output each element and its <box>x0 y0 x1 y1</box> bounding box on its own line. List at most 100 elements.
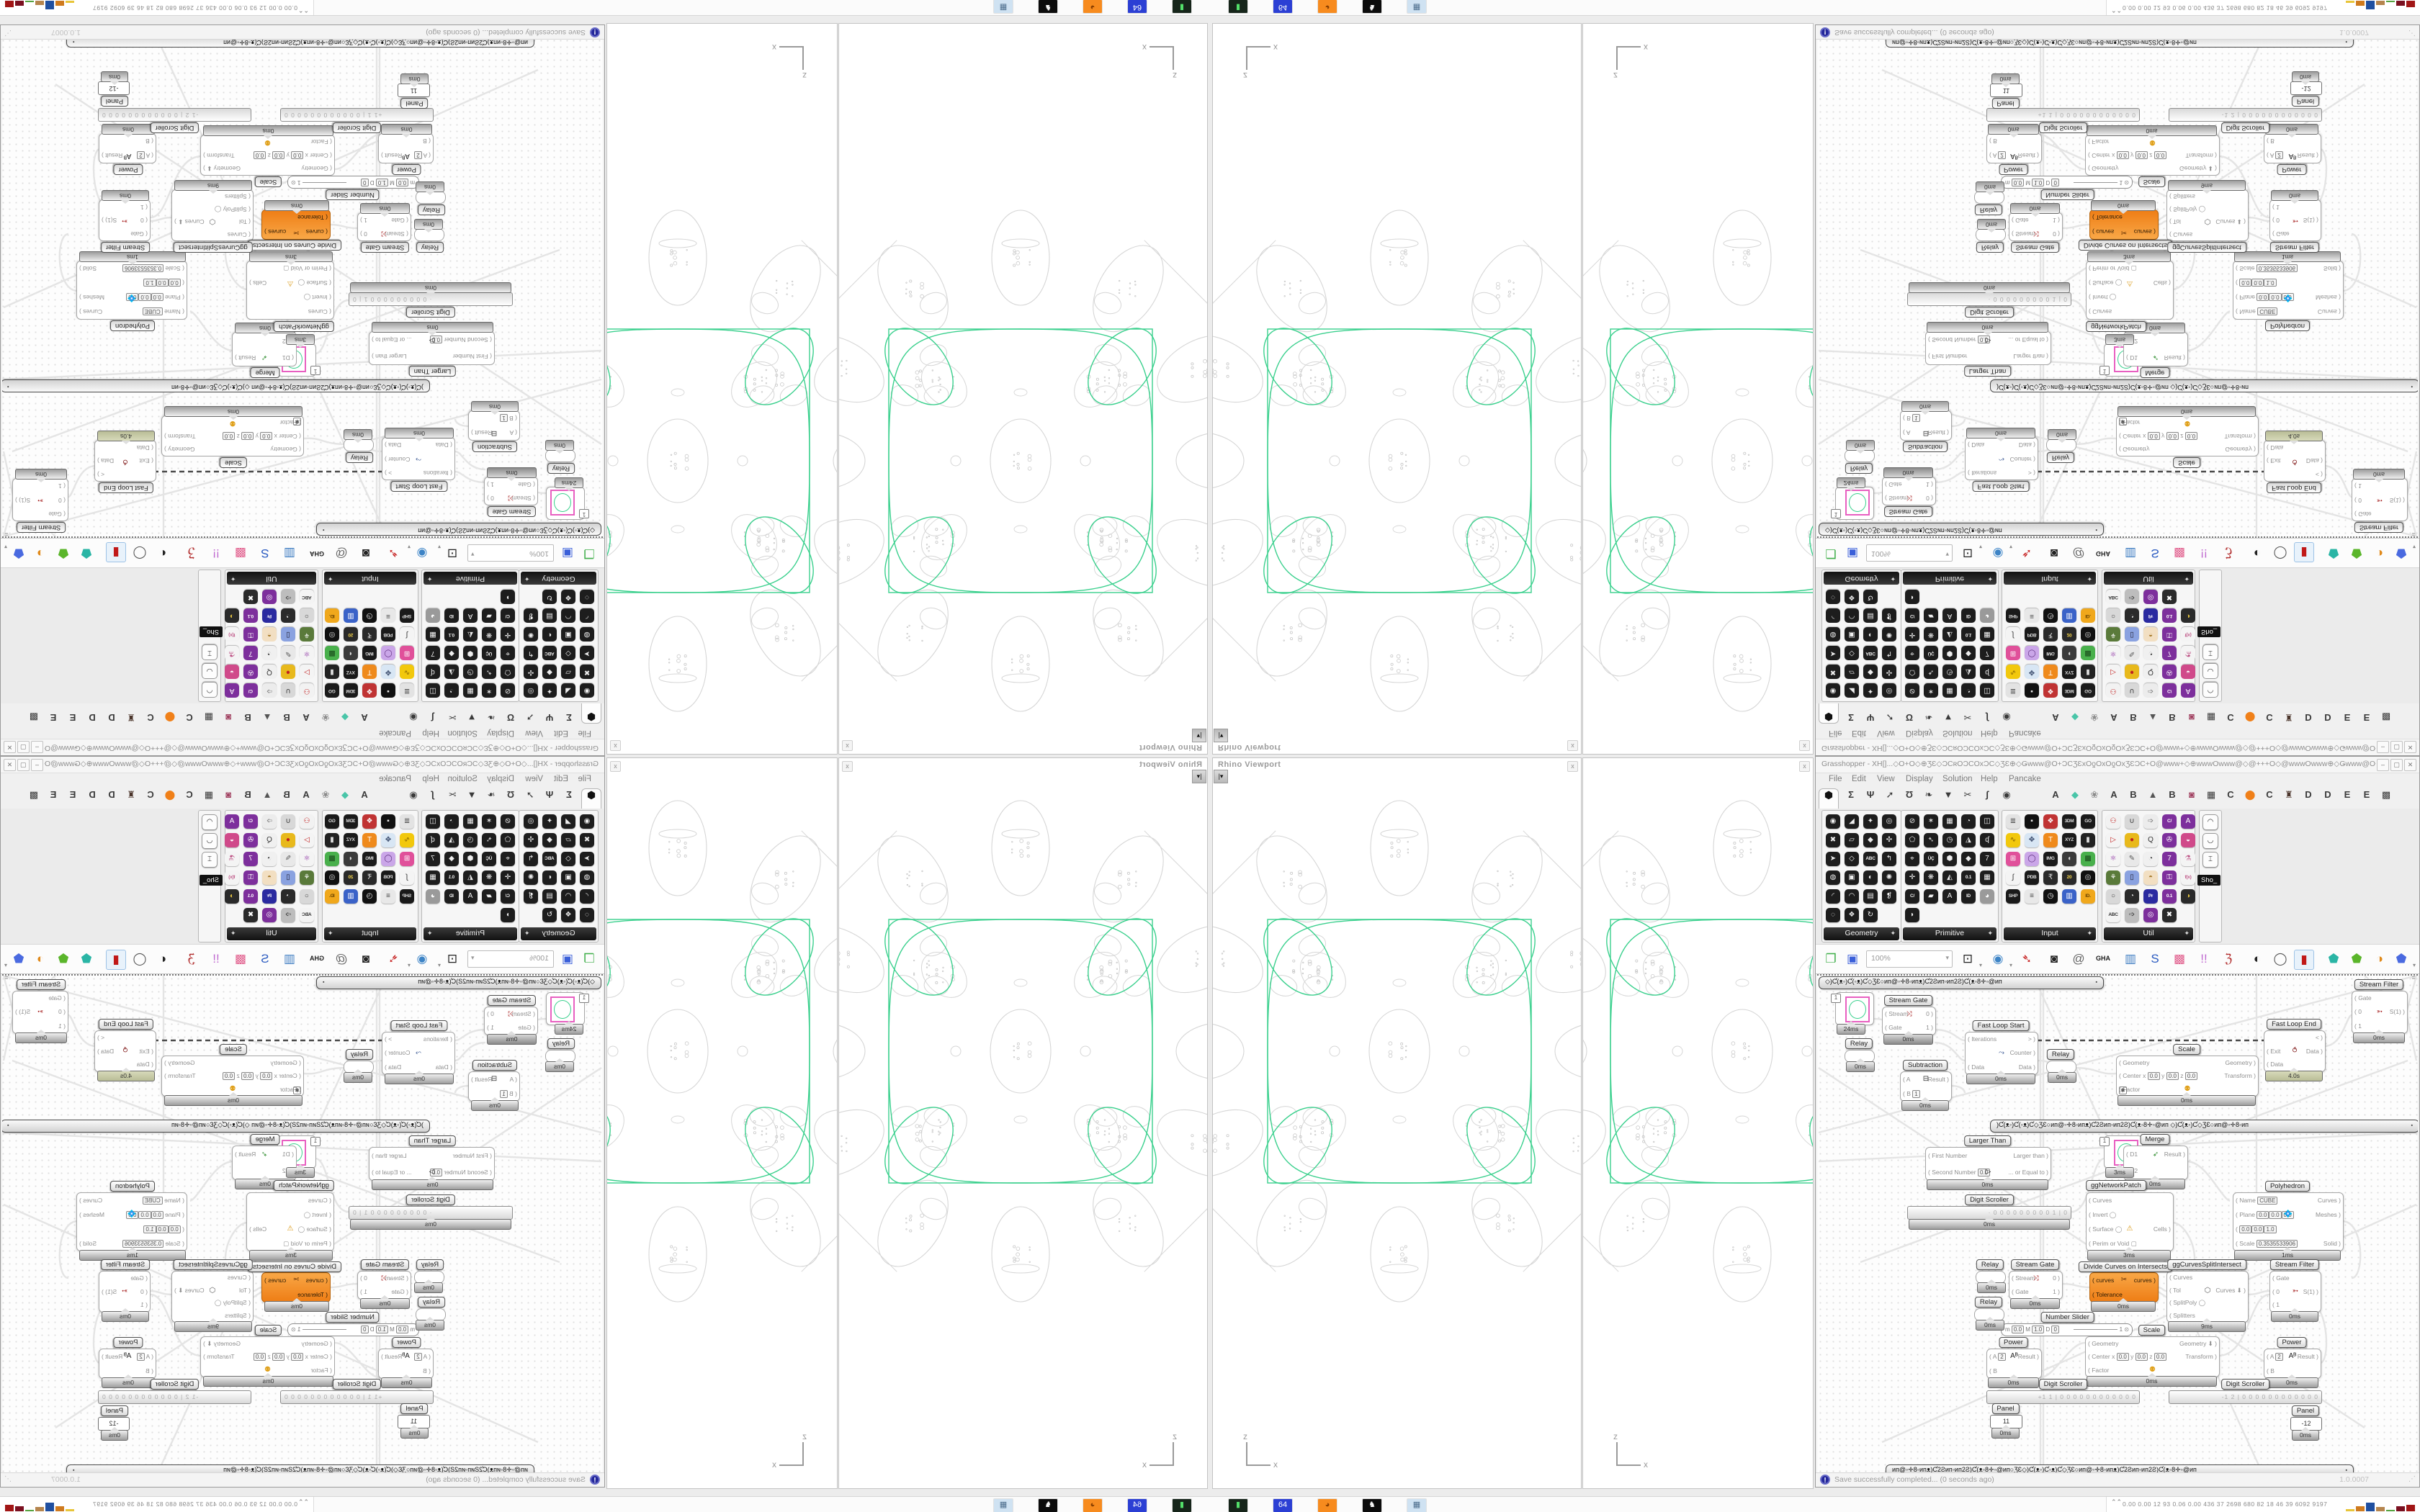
component-icon[interactable]: ▩ <box>325 852 339 866</box>
component-icon[interactable]: ◌ <box>580 908 594 922</box>
component-icon[interactable]: ◔ <box>1961 683 1976 698</box>
projector-icon[interactable]: ◙ <box>2050 952 2058 966</box>
component-icon[interactable]: ▷ <box>300 665 314 679</box>
component-icon[interactable]: ✎ <box>281 852 295 866</box>
component-icon[interactable]: ◓ <box>2143 627 2158 642</box>
tab-icon-1[interactable]: Ψ <box>545 712 554 723</box>
gh-node-scale[interactable]: ( Geometry Geometry ⬇ )( Center x 0.0 y 0… <box>2085 135 2220 176</box>
menu-edit[interactable]: Edit <box>1852 775 1866 783</box>
node-nameplate[interactable]: Stream Filter <box>2354 979 2404 990</box>
preview-eye-icon[interactable]: ◉ ▾ <box>408 950 431 968</box>
component-icon[interactable]: ✣ <box>524 665 538 679</box>
tab-icon-13[interactable]: B <box>2130 789 2137 800</box>
component-icon[interactable]: ◮ <box>1961 833 1976 847</box>
component-icon[interactable]: 3DM <box>344 683 358 698</box>
tab-icon-14[interactable]: ▲ <box>2148 789 2158 800</box>
component-icon[interactable]: ◠ <box>561 608 575 623</box>
component-icon[interactable]: ⚗ <box>2181 646 2195 660</box>
gem-green-icon[interactable]: ⬟ <box>2351 952 2362 966</box>
component-icon[interactable]: ⌖ <box>501 852 515 866</box>
tab-icon-3[interactable]: Ʊ <box>1905 712 1914 723</box>
node-nameplate[interactable]: Merge <box>2140 1134 2170 1145</box>
tab-icon-2[interactable]: ➚ <box>1886 712 1894 723</box>
tab-icon-1[interactable]: Ψ <box>1866 789 1875 800</box>
gha-recycle-icon[interactable]: GHA <box>2096 955 2110 962</box>
component-icon[interactable]: ◐ <box>1863 870 1878 885</box>
component-icon[interactable]: ₹ <box>2043 627 2058 642</box>
component-icon[interactable]: A <box>1942 608 1957 623</box>
gh-node-scale[interactable]: ( Geometry Geometry )( Center x 0.0 y 0.0… <box>2116 1056 2259 1097</box>
component-icon[interactable]: IMG <box>2043 646 2058 660</box>
viewport-canvas[interactable] <box>839 24 1207 739</box>
component-icon[interactable]: ◢ <box>1845 814 1859 829</box>
zoom-level-dropdown[interactable]: 100% ▾ <box>467 950 554 968</box>
palette-footer-input[interactable]: Input ✦ <box>324 927 416 940</box>
component-icon[interactable]: C/ <box>1905 608 1919 623</box>
node-nameplate[interactable]: Relay <box>1845 1038 1873 1049</box>
component-icon[interactable]: ▦ <box>1942 814 1957 829</box>
component-icon[interactable]: ₹ <box>2043 870 2058 885</box>
component-icon[interactable]: ⊞ <box>400 646 414 660</box>
node-nameplate[interactable]: Polyhedron <box>109 1181 156 1192</box>
gh-node-scale[interactable]: ( Geometry Geometry )( Center x 0.0 y 0.0… <box>161 1056 304 1097</box>
node-nameplate[interactable]: Larger Than <box>1963 1135 2012 1146</box>
canvas-scroll-corner[interactable]: ≡ <box>2411 974 2416 981</box>
node-nameplate[interactable]: Panel <box>2291 1405 2320 1416</box>
component-icon[interactable]: ◆ <box>1863 833 1878 847</box>
chevron-up-icon[interactable]: ⌃⌃ <box>2111 1498 2123 1506</box>
find-icon[interactable]: S <box>261 952 269 966</box>
floppy-64-icon[interactable]: 64 <box>1127 0 1147 14</box>
component-icon[interactable]: ➴ <box>1924 833 1938 847</box>
close-icon[interactable]: x <box>1799 740 1810 751</box>
component-icon[interactable]: ✥ <box>381 665 395 679</box>
component-icon[interactable]: ʠ <box>1980 665 1994 679</box>
tab-icon-26[interactable]: ▩ <box>29 712 39 723</box>
component-icon[interactable]: ⊘ <box>501 683 515 698</box>
component-icon[interactable]: ○ <box>300 889 314 904</box>
menu-help[interactable]: Help <box>422 729 439 737</box>
component-icon[interactable]: ABC <box>542 852 557 866</box>
component-icon[interactable]: ◒ <box>225 833 239 847</box>
component-icon[interactable]: ◮ <box>444 833 459 847</box>
component-icon[interactable]: A <box>463 608 478 623</box>
component-icon[interactable]: ◎ <box>262 908 277 922</box>
component-icon[interactable]: ✶ <box>482 683 496 698</box>
node-nameplate[interactable]: Number Slider <box>2040 189 2094 200</box>
component-icon[interactable]: ◍ <box>1826 870 1840 885</box>
node-nameplate[interactable]: Stream Gate <box>360 242 410 253</box>
component-icon[interactable]: ÜÇ <box>482 852 496 866</box>
maximize-button[interactable]: ▢ <box>2390 759 2403 771</box>
preview-eye-icon[interactable]: ◉ ▾ <box>408 544 431 562</box>
close-button[interactable]: ✕ <box>2404 741 2416 753</box>
component-icon[interactable]: ▱ <box>561 665 575 679</box>
component-icon[interactable]: ◔ <box>262 852 277 866</box>
node-nameplate[interactable]: Fast Loop End <box>2267 482 2321 493</box>
component-icon[interactable]: ▪ <box>2025 683 2039 698</box>
calculator-icon[interactable]: ▦ <box>1407 0 1427 14</box>
component-icon[interactable]: ID <box>444 608 459 623</box>
component-icon[interactable]: XYZ <box>344 833 358 847</box>
component-icon[interactable]: 0.1 <box>243 608 258 623</box>
crow-app-icon[interactable]: ♞ <box>1038 0 1058 14</box>
tab-icon-24[interactable]: E <box>69 712 76 723</box>
component-icon[interactable]: ▦ <box>1980 870 1994 885</box>
component-icon[interactable]: ▥ <box>2062 889 2076 904</box>
node-nameplate[interactable]: Relay <box>416 242 444 253</box>
component-icon[interactable]: ↻ <box>1863 590 1878 604</box>
menu-help[interactable]: Help <box>422 775 439 783</box>
component-icon[interactable]: ◫ <box>426 683 440 698</box>
component-icon[interactable]: ⚿ <box>2162 870 2177 885</box>
gh-node-component[interactable]: ( Curves( Invert ◯( Surface ◯ ⚠ Cells )( P… <box>246 1192 334 1251</box>
tab-icon-7[interactable]: ʃ <box>1985 712 1989 723</box>
node-nameplate[interactable]: Scale <box>220 457 247 468</box>
component-icon[interactable]: ID. <box>325 608 339 623</box>
tab-icon-19[interactable]: ⬤ <box>164 789 176 800</box>
component-icon[interactable]: 7 <box>426 852 440 866</box>
tab-icon-20[interactable]: C <box>2266 789 2273 800</box>
component-icon[interactable]: ◖ <box>344 646 358 660</box>
component-icon[interactable]: ◠ <box>2202 814 2218 830</box>
node-nameplate[interactable]: Number Slider <box>2040 1312 2094 1323</box>
chevron-up-icon[interactable]: ⌃⌃ <box>297 6 309 14</box>
tab-icon-8[interactable]: ◉ <box>2002 712 2011 723</box>
grasshopper-window[interactable]: Grasshopper - XH[]...◇O+O◇⊕ƷƐ◇ƆCʀOƆCOxƆC… <box>1815 756 2420 1488</box>
